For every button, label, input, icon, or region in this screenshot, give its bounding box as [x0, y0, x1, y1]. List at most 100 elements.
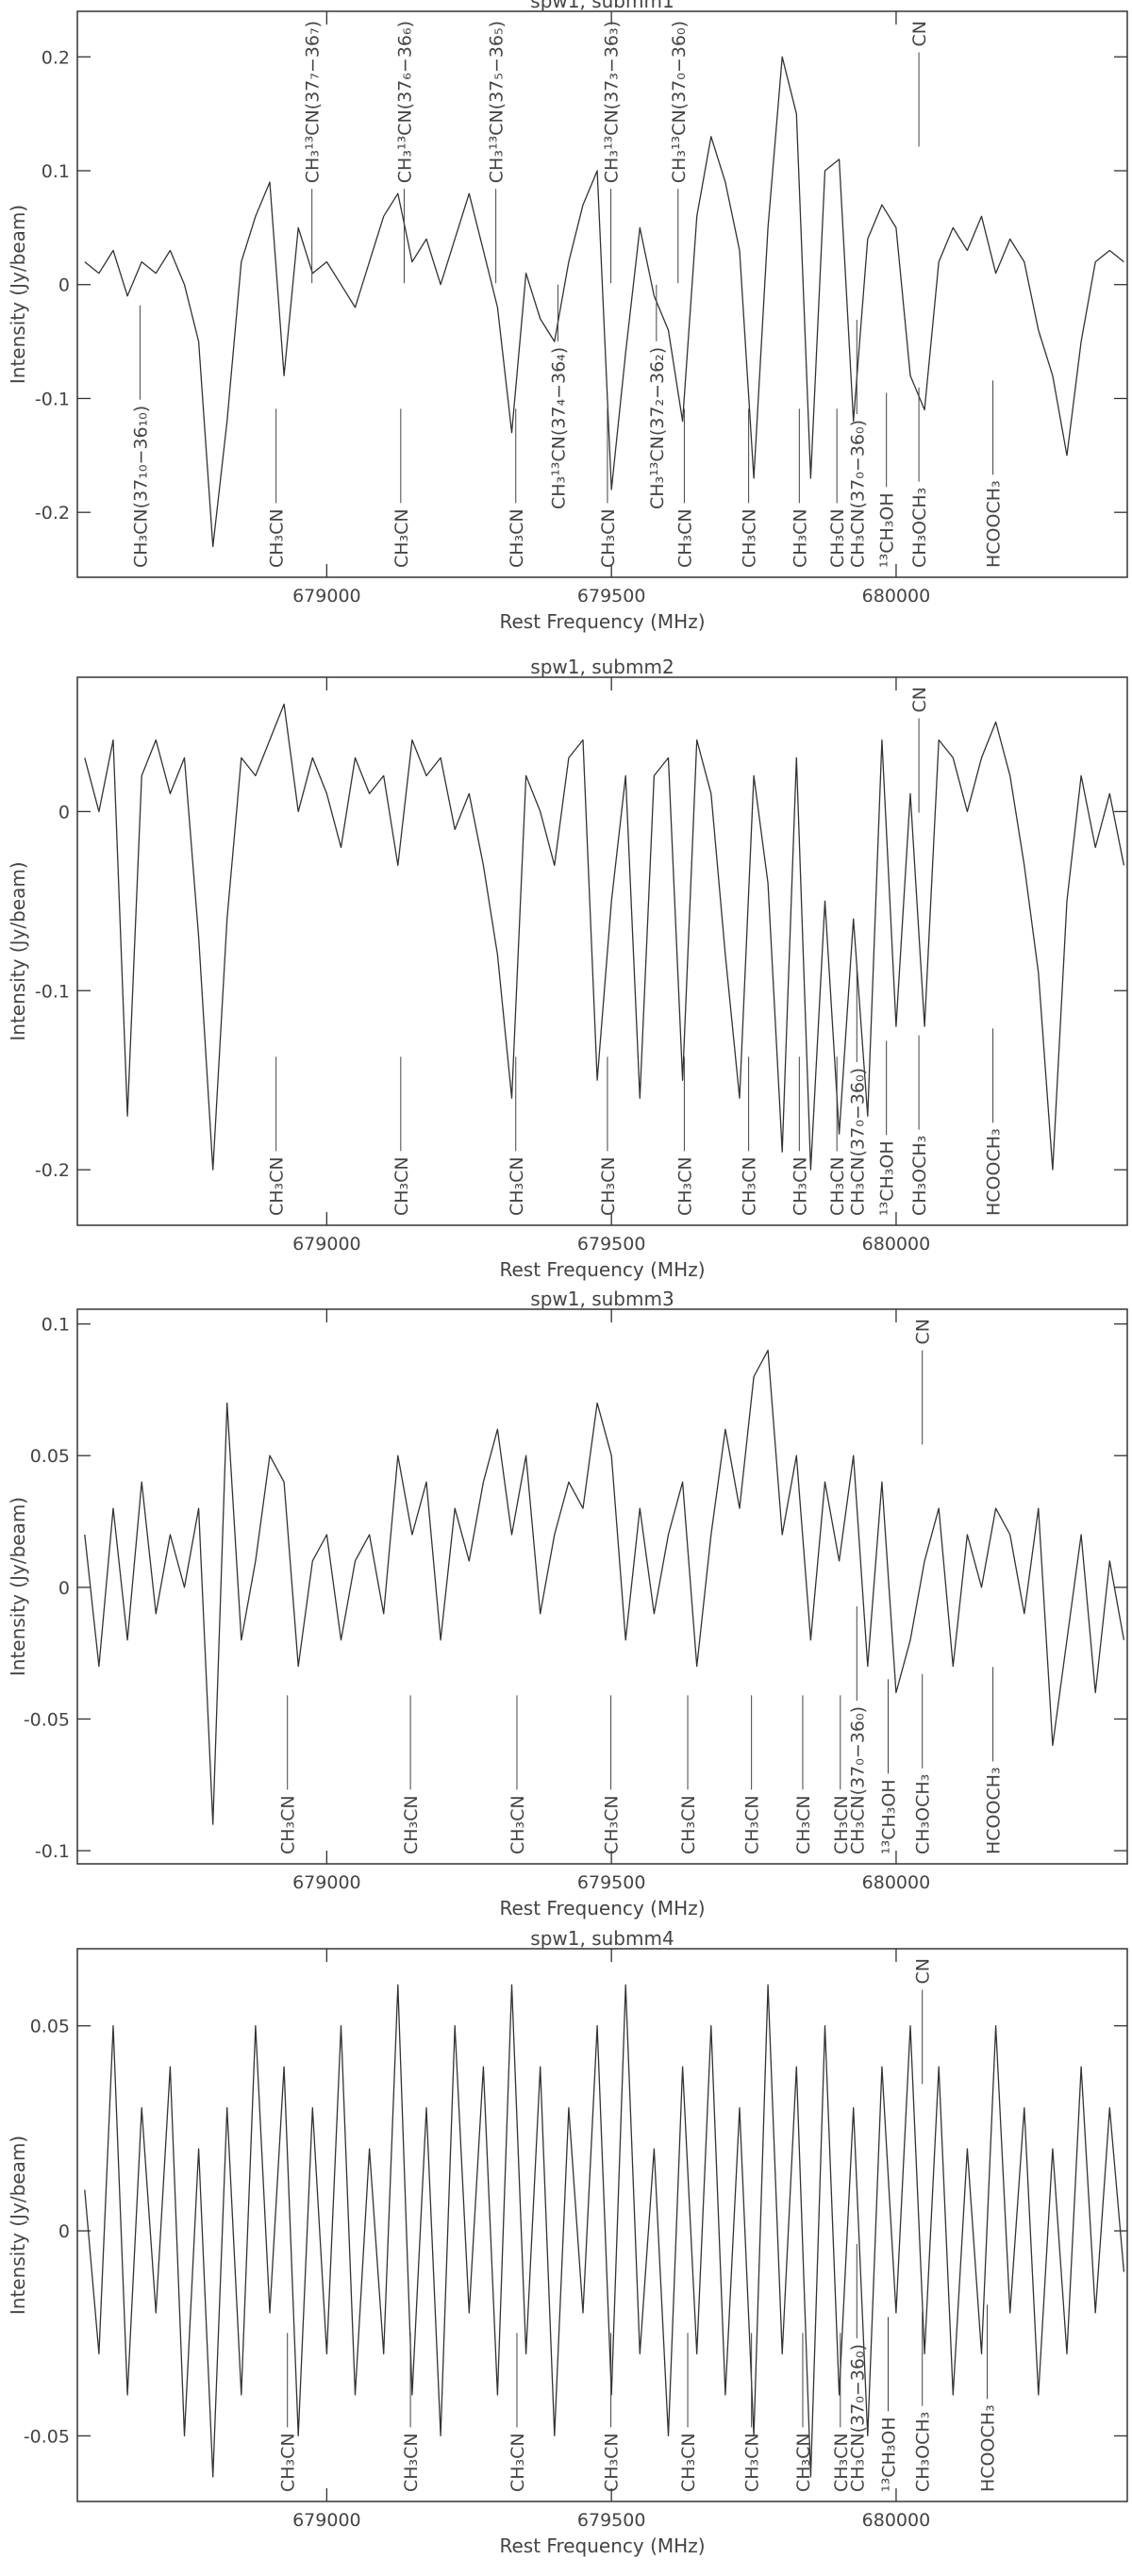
- y-tick-label: -0.05: [24, 1709, 70, 1730]
- line-label: CH₃CN: [740, 1156, 760, 1216]
- line-label: CH₃CN: [674, 508, 695, 568]
- spectrum-line: [84, 703, 1125, 1171]
- line-label: CH₃CN: [391, 508, 412, 568]
- line-label: CH₃¹³CN(37₇−36₇): [303, 21, 324, 183]
- chart-title: spw1, submm3: [530, 1288, 674, 1310]
- line-label: CH₃CN: [742, 2433, 763, 2492]
- line-label: CH₃CN: [401, 2433, 422, 2492]
- y-tick-label: 0.05: [30, 1446, 70, 1467]
- line-label: CH₃CN(37₀−36₀): [847, 1068, 868, 1216]
- x-tick-label: 679000: [292, 586, 361, 607]
- line-label: CN: [913, 1319, 934, 1344]
- y-tick-label: -0.1: [35, 1841, 70, 1862]
- x-tick-label: 679000: [292, 2510, 361, 2531]
- line-label: CH₃CN: [401, 1795, 422, 1854]
- x-axis-title: Rest Frequency (MHz): [500, 2534, 706, 2557]
- line-label: HCOOCH₃: [984, 1767, 1005, 1854]
- line-label: ¹³CH₃OH: [877, 492, 898, 568]
- line-label: CH₃CN: [507, 508, 527, 568]
- line-label: CH₃OCH₃: [909, 488, 930, 568]
- line-label: CH₃CN: [278, 2433, 299, 2492]
- line-label: CN: [909, 687, 930, 712]
- y-axis-title: Intensity (Jy/beam): [7, 205, 29, 384]
- line-label: CH₃CN: [831, 2433, 852, 2492]
- x-tick-label: 680000: [862, 586, 931, 607]
- line-label: CH₃CN: [742, 1795, 763, 1854]
- y-tick-label: -0.1: [35, 389, 70, 409]
- line-label: CH₃CN(37₀−36₀): [847, 1706, 868, 1854]
- x-tick-label: 679500: [577, 1872, 646, 1893]
- y-tick-label: 0.1: [42, 1315, 70, 1336]
- line-label: CH₃CN: [790, 1156, 810, 1216]
- y-tick-label: 0.2: [42, 47, 70, 68]
- y-tick-label: 0.05: [30, 2017, 70, 2037]
- x-tick-label: 680000: [862, 1872, 931, 1893]
- line-label: CH₃CN: [831, 1795, 852, 1854]
- x-tick-label: 680000: [862, 1234, 931, 1255]
- x-tick-label: 679500: [577, 2510, 646, 2531]
- y-tick-label: -0.2: [35, 503, 70, 524]
- line-label: CN: [913, 1958, 934, 1984]
- plot-frame: [76, 1308, 1128, 1865]
- spectrum-line: [84, 1349, 1125, 1825]
- y-tick-label: -0.1: [35, 981, 70, 1002]
- line-label: CH₃CN: [678, 1795, 699, 1854]
- plot-frame: [76, 676, 1128, 1226]
- line-label: ¹³CH₃OH: [878, 2417, 899, 2492]
- y-axis-title: Intensity (Jy/beam): [7, 861, 29, 1040]
- line-label: CH₃CN: [740, 508, 760, 568]
- line-label: CH₃¹³CN(37₆−36₆): [394, 21, 415, 183]
- x-axis-title: Rest Frequency (MHz): [500, 1897, 706, 1920]
- chart-title: spw1, submm4: [530, 1927, 674, 1950]
- x-tick-label: 679500: [577, 1234, 646, 1255]
- y-axis-title: Intensity (Jy/beam): [7, 2136, 29, 2315]
- plot-frame: [76, 1948, 1128, 2502]
- line-label: ¹³CH₃OH: [877, 1140, 898, 1216]
- x-tick-label: 679000: [292, 1234, 361, 1255]
- y-tick-label: 0.1: [42, 161, 70, 182]
- line-label: CH₃OCH₃: [913, 2412, 934, 2492]
- line-label: CH₃CN: [793, 1795, 814, 1854]
- spectrum-line: [84, 56, 1124, 548]
- chart-title: spw1, submm2: [530, 656, 674, 678]
- y-tick-label: -0.2: [35, 1160, 70, 1181]
- line-label: CH₃CN: [267, 508, 288, 568]
- x-tick-label: 679500: [577, 586, 646, 607]
- y-tick-label: 0: [58, 275, 70, 296]
- line-label: CH₃CN: [602, 1795, 623, 1854]
- y-axis-title: Intensity (Jy/beam): [7, 1497, 29, 1676]
- line-label: CH₃CN: [391, 1156, 412, 1216]
- line-label: CH₃CN(37₀−36₀): [847, 420, 868, 568]
- line-label: HCOOCH₃: [984, 480, 1005, 568]
- chart-title: spw1, submm1: [530, 0, 674, 12]
- plot-frame: [76, 10, 1128, 578]
- line-label: CH₃CN: [827, 508, 848, 568]
- y-tick-label: -0.05: [24, 2426, 70, 2447]
- line-label: CH₃¹³CN(37₂−36₂): [647, 347, 668, 509]
- line-label: CH₃CN(37₀−36₀): [847, 2344, 868, 2492]
- x-axis-title: Rest Frequency (MHz): [500, 610, 706, 633]
- y-tick-label: 0: [58, 1578, 70, 1599]
- line-label: CH₃CN: [508, 2433, 528, 2492]
- line-label: HCOOCH₃: [984, 1128, 1005, 1216]
- line-label: CH₃CN: [507, 1156, 527, 1216]
- line-label: CH₃¹³CN(37₀−36₀): [669, 21, 690, 183]
- line-label: ¹³CH₃OH: [878, 1779, 899, 1854]
- line-label: CH₃OCH₃: [909, 1136, 930, 1216]
- y-tick-label: 0: [58, 802, 70, 823]
- line-label: CH₃CN: [827, 1156, 848, 1216]
- line-label: CH₃CN: [508, 1795, 528, 1854]
- spectrum-line: [84, 1984, 1125, 2478]
- line-label: CH₃CN: [267, 1156, 288, 1216]
- line-label: CH₃¹³CN(37₅−36₅): [487, 21, 508, 183]
- line-label: CH₃CN: [598, 508, 619, 568]
- y-tick-label: 0: [58, 2221, 70, 2242]
- line-label: CH₃CN: [790, 508, 810, 568]
- x-tick-label: 679000: [292, 1872, 361, 1893]
- line-label: CH₃OCH₃: [913, 1774, 934, 1854]
- line-label: CH₃CN: [678, 2433, 699, 2492]
- line-label: CH₃CN: [793, 2433, 814, 2492]
- line-label: CN: [909, 21, 930, 46]
